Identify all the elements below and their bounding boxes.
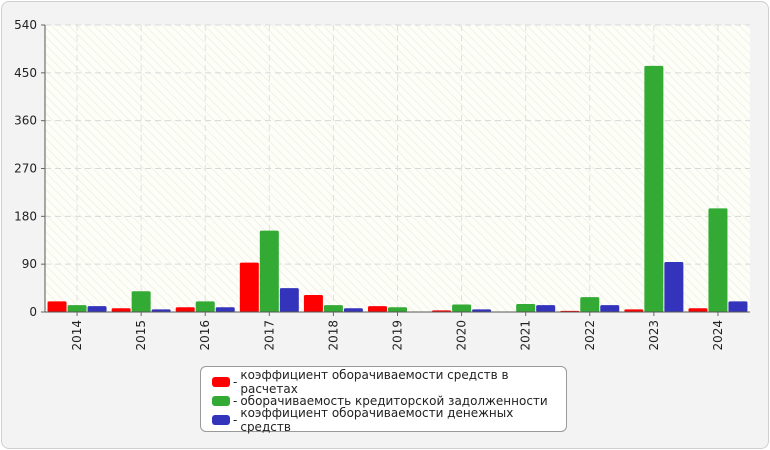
bar-2020-series-2 bbox=[452, 304, 472, 312]
legend-swatch-blue bbox=[212, 414, 230, 425]
y-tick-label: 450 bbox=[14, 66, 37, 80]
bar-2024-series-1 bbox=[688, 308, 708, 312]
bars bbox=[47, 65, 748, 312]
bar-2019-series-2 bbox=[388, 307, 407, 312]
bar-2014-series-1 bbox=[47, 301, 67, 312]
x-tick-label: 2018 bbox=[326, 320, 340, 351]
x-tick-label: 2022 bbox=[583, 320, 597, 351]
bar-2022-series-2 bbox=[580, 297, 600, 312]
y-tick-label: 270 bbox=[14, 162, 37, 176]
x-tick-label: 2019 bbox=[391, 320, 405, 351]
bar-2019-series-1 bbox=[368, 306, 387, 312]
y-tick-label: 180 bbox=[14, 209, 37, 223]
legend-swatch-red bbox=[212, 376, 230, 387]
legend: - коэффициент оборачиваемости средств в … bbox=[200, 366, 567, 434]
bar-2024-series-3 bbox=[728, 301, 748, 312]
bar-2023-series-3 bbox=[664, 262, 684, 312]
bar-2016-series-2 bbox=[195, 301, 215, 312]
bar-2017-series-3 bbox=[279, 288, 299, 312]
bar-2015-series-3 bbox=[151, 309, 171, 312]
x-axis-ticks: 2014 2015 2016 2017 2018 2019 2020 2021 2022 2023… bbox=[70, 312, 725, 351]
bar-2023-series-1 bbox=[624, 309, 644, 312]
bar-2018-series-2 bbox=[323, 305, 343, 312]
legend-label: коэффициент оборачиваемости денежных сре… bbox=[240, 405, 514, 434]
bar-2021-series-3 bbox=[536, 305, 556, 312]
bar-2024-series-2 bbox=[708, 208, 728, 312]
legend-item: - коэффициент оборачиваемости средств в … bbox=[201, 368, 566, 396]
bar-2015-series-1 bbox=[111, 308, 131, 312]
y-tick-label: 0 bbox=[29, 305, 37, 319]
bar-2016-series-1 bbox=[175, 307, 195, 312]
legend-swatch-green bbox=[212, 395, 230, 406]
x-tick-label: 2020 bbox=[455, 320, 469, 351]
y-tick-label: 360 bbox=[14, 114, 37, 128]
legend-label: оборачиваемость кредиторской задолженнос… bbox=[240, 393, 548, 408]
bar-2015-series-2 bbox=[131, 291, 151, 312]
y-axis-ticks: 0 90 180 270 360 450 540 bbox=[14, 18, 45, 319]
x-tick-label: 2024 bbox=[711, 320, 725, 351]
bar-2018-series-3 bbox=[343, 308, 363, 312]
bar-2017-series-1 bbox=[239, 262, 259, 312]
legend-label: коэффициент оборачиваемости средств в ра… bbox=[240, 367, 509, 396]
bar-2023-series-2 bbox=[644, 65, 664, 312]
bar-2022-series-3 bbox=[600, 305, 620, 312]
bar-2014-series-3 bbox=[87, 306, 107, 312]
bar-2017-series-2 bbox=[259, 230, 279, 312]
bar-2014-series-2 bbox=[67, 305, 87, 312]
legend-item: - коэффициент оборачиваемости денежных с… bbox=[201, 406, 566, 434]
x-tick-label: 2015 bbox=[134, 320, 148, 351]
x-tick-label: 2017 bbox=[262, 320, 276, 351]
x-tick-label: 2014 bbox=[70, 320, 84, 351]
x-tick-label: 2021 bbox=[519, 320, 533, 351]
legend-item: - оборачиваемость кредиторской задолженн… bbox=[201, 391, 566, 410]
bar-2020-series-3 bbox=[472, 309, 492, 312]
bar-2016-series-3 bbox=[215, 307, 235, 312]
y-tick-label: 540 bbox=[14, 18, 37, 32]
x-tick-label: 2023 bbox=[647, 320, 661, 351]
bar-2018-series-1 bbox=[303, 294, 323, 312]
bar-2021-series-2 bbox=[516, 304, 536, 312]
y-tick-label: 90 bbox=[22, 257, 37, 271]
x-tick-label: 2016 bbox=[198, 320, 212, 351]
